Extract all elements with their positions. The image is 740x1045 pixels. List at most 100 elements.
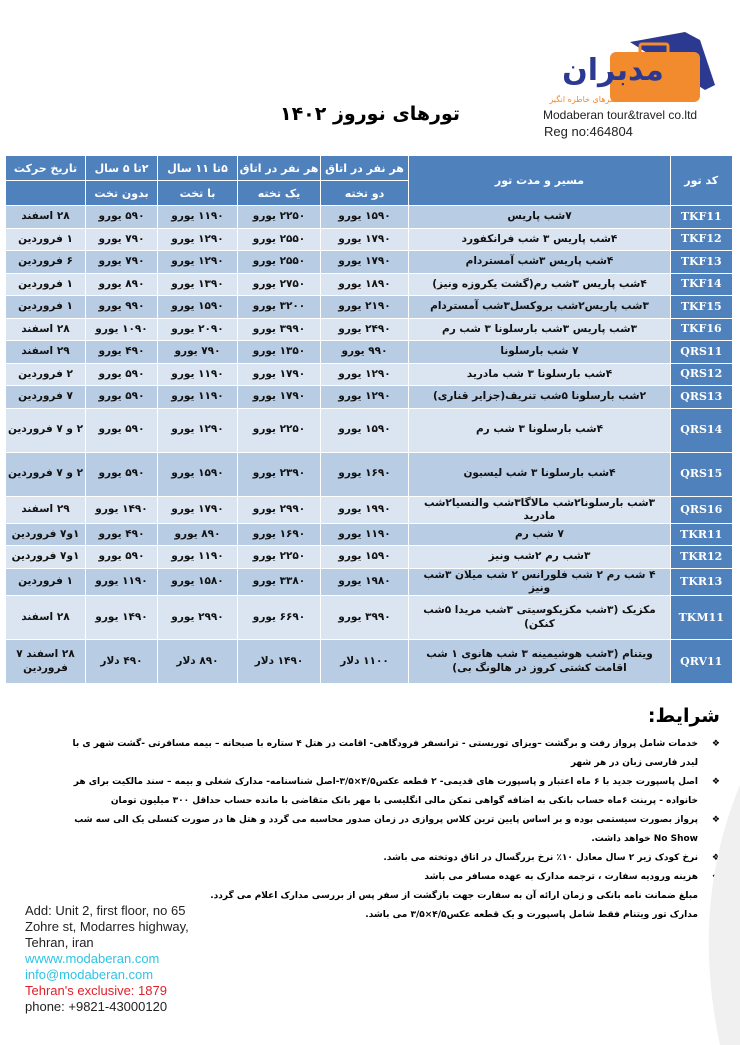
exclusive-number: Tehran's exclusive: 1879 (25, 983, 167, 998)
price-single: ۱۷۹۰ یورو (237, 362, 321, 386)
price-child-5-11: ۱۲۹۰ یورو (157, 250, 238, 274)
price-child-5-11: ۱۵۹۰ یورو (157, 295, 238, 319)
table-row: QRS16 ۳شب بارسلونا۲شب مالاگا۳شب والنسیا۲ش… (5, 495, 740, 524)
table-row: QRV11 ویتنام (۳شب هوشیمینه ۳ شب هانوی ۱ ش… (5, 639, 740, 684)
address-line-1: Add: Unit 2, first floor, no 65 (25, 903, 186, 918)
departure-date: ۲۸ اسفند (5, 205, 86, 229)
website-link[interactable]: wwww.modaberan.com (25, 951, 160, 966)
header-child-5-11-sub: با تخت (157, 180, 238, 206)
condition-item: اصل پاسپورت جدید با ۶ ماه اعتبار و پاسپو… (60, 773, 720, 811)
price-single: ۱۴۹۰ دلار (237, 639, 321, 684)
table-row: QRS14 ۴شب بارسلونا ۳ شب رم ۱۵۹۰ یورو ۲۲۵۰ ی… (5, 407, 740, 453)
tour-code: QRS14 (670, 407, 740, 453)
table-row: TKR11 ۷ شب رم ۱۱۹۰ یورو ۱۶۹۰ یورو ۸۹۰ یورو ۴۹… (5, 522, 740, 547)
tour-code: QRS12 (670, 362, 740, 386)
price-double: ۱۹۸۰ یورو (320, 567, 409, 597)
table-row: TKF13 ۴شب پاریس ۳شب آمستردام ۱۷۹۰ یورو ۲۵۵۰… (5, 250, 740, 274)
logo-tagline: سفرهای خاطره انگیز (548, 94, 621, 104)
price-child-2-5: ۱۰۹۰ یورو (85, 317, 158, 341)
table-row: TKF16 ۳شب پاریس ۳شب بارسلونا ۳ شب رم ۲۴۹۰ … (5, 317, 740, 341)
price-single: ۲۷۵۰ یورو (237, 272, 321, 296)
departure-date: ۱و۷ فروردین (5, 545, 86, 569)
company-logo: مدبران سفرهای خاطره انگیز Modaberan tour… (535, 30, 735, 140)
tour-route: ۴شب پاریس ۳ شب فرانکفورد (408, 227, 671, 251)
price-double: ۱۸۹۰ یورو (320, 272, 409, 296)
price-single: ۱۳۵۰ یورو (237, 340, 321, 364)
price-child-2-5: ۷۹۰ یورو (85, 227, 158, 251)
header-double-sub: دو تخته (320, 180, 409, 206)
price-child-2-5: ۱۱۹۰ یورو (85, 567, 158, 597)
company-name: Modaberan tour&travel co.ltd (543, 108, 698, 122)
table-row: TKR13 ۴ شب رم ۲ شب فلورانس ۲ شب میلان ۳شب… (5, 567, 740, 597)
price-child-2-5: ۵۹۰ یورو (85, 545, 158, 569)
tours-table: کد تور مسیر و مدت تور هر نفر در اتاق هر … (5, 155, 740, 684)
price-child-2-5: ۵۹۰ یورو (85, 362, 158, 386)
departure-date: ۲۸ اسفند ۷ فروردین (5, 639, 86, 684)
table-row: QRS13 ۲شب بارسلونا ۵شب تنریف(جزایر قناری)… (5, 385, 740, 409)
departure-date: ۱و۷ فروردین (5, 522, 86, 547)
page-title: تورهای نوروز ۱۴۰۲ (279, 103, 461, 125)
price-double: ۱۶۹۰ یورو (320, 451, 409, 497)
price-single: ۲۲۵۰ یورو (237, 407, 321, 453)
departure-date: ۷ فروردین (5, 385, 86, 409)
header-single: هر نفر در اتاق (237, 155, 321, 181)
address-line-3: Tehran, iran (25, 935, 94, 950)
tour-route: ۴شب بارسلونا ۳ شب رم (408, 407, 671, 453)
price-child-5-11: ۱۲۹۰ یورو (157, 227, 238, 251)
suitcase-logo-icon: مدبران سفرهای خاطره انگیز (548, 32, 715, 104)
tour-code: TKF12 (670, 227, 740, 251)
price-single: ۲۵۵۰ یورو (237, 227, 321, 251)
price-single: ۲۲۵۰ یورو (237, 545, 321, 569)
tour-route: ۴شب بارسلونا ۳ شب مادرید (408, 362, 671, 386)
tour-route: ۴شب بارسلونا ۳ شب لیسبون (408, 451, 671, 497)
tour-route: ۳شب بارسلونا۲شب مالاگا۳شب والنسیا۲شب ماد… (408, 495, 671, 524)
price-single: ۱۷۹۰ یورو (237, 385, 321, 409)
price-double: ۳۹۹۰ یورو (320, 595, 409, 640)
header-code: کد تور (670, 155, 740, 206)
table-row: QRS12 ۴شب بارسلونا ۳ شب مادرید ۱۲۹۰ یورو ۱۷… (5, 362, 740, 386)
price-child-5-11: ۸۹۰ دلار (157, 639, 238, 684)
contact-info: Add: Unit 2, first floor, no 65 Zohre st… (25, 903, 189, 1015)
departure-date: ۲۹ اسفند (5, 340, 86, 364)
price-child-2-5: ۵۹۰ یورو (85, 407, 158, 453)
header-date: تاریخ حرکت (5, 155, 86, 181)
price-single: ۲۹۹۰ یورو (237, 495, 321, 524)
header-single-sub: یک تخته (237, 180, 321, 206)
departure-date: ۱ فروردین (5, 567, 86, 597)
price-double: ۲۱۹۰ یورو (320, 295, 409, 319)
condition-item: خدمات شامل پرواز رفت و برگشت –ویزای توری… (60, 735, 720, 773)
price-double: ۱۲۹۰ یورو (320, 385, 409, 409)
address-line-2: Zohre st, Modarres highway, (25, 919, 189, 934)
tour-route: ۳شب پاریس۲شب بروکسل۳شب آمستردام (408, 295, 671, 319)
condition-item: هزینه ورودیه سفارت ، ترجمه مدارک به عهده… (60, 868, 720, 887)
tour-code: QRS15 (670, 451, 740, 497)
price-double: ۱۵۹۰ یورو (320, 545, 409, 569)
tour-code: TKF14 (670, 272, 740, 296)
price-double: ۱۵۹۰ یورو (320, 407, 409, 453)
departure-date: ۲۹ اسفند (5, 495, 86, 524)
tour-code: TKF11 (670, 205, 740, 229)
tour-code: TKM11 (670, 595, 740, 640)
departure-date: ۶ فروردین (5, 250, 86, 274)
conditions-list: خدمات شامل پرواز رفت و برگشت –ویزای توری… (60, 735, 720, 925)
table-row: TKF12 ۴شب پاریس ۳ شب فرانکفورد ۱۷۹۰ یورو ۲۵… (5, 227, 740, 251)
departure-date: ۲ و ۷ فروردین (5, 451, 86, 497)
price-child-2-5: ۱۴۹۰ یورو (85, 595, 158, 640)
departure-date: ۲ و ۷ فروردین (5, 407, 86, 453)
table-row: TKR12 ۳شب رم ۲شب ونیز ۱۵۹۰ یورو ۲۲۵۰ یورو ۱۱… (5, 545, 740, 569)
table-row: TKF14 ۴شب پاریس ۳شب رم(گشت یکروزه ونیز) ۱۸… (5, 272, 740, 296)
price-child-5-11: ۱۱۹۰ یورو (157, 385, 238, 409)
price-child-5-11: ۱۵۹۰ یورو (157, 451, 238, 497)
tour-code: TKF15 (670, 295, 740, 319)
table-row: TKF15 ۳شب پاریس۲شب بروکسل۳شب آمستردام ۲۱۹۰… (5, 295, 740, 319)
price-double: ۱۷۹۰ یورو (320, 250, 409, 274)
price-child-5-11: ۱۱۹۰ یورو (157, 545, 238, 569)
price-child-2-5: ۵۹۰ یورو (85, 451, 158, 497)
price-child-5-11: ۷۹۰ یورو (157, 340, 238, 364)
tour-code: QRS16 (670, 495, 740, 524)
price-single: ۲۵۵۰ یورو (237, 250, 321, 274)
tour-code: TKR11 (670, 522, 740, 547)
price-double: ۹۹۰ یورو (320, 340, 409, 364)
tour-code: QRS13 (670, 385, 740, 409)
email-link[interactable]: info@modaberan.com (25, 967, 154, 982)
